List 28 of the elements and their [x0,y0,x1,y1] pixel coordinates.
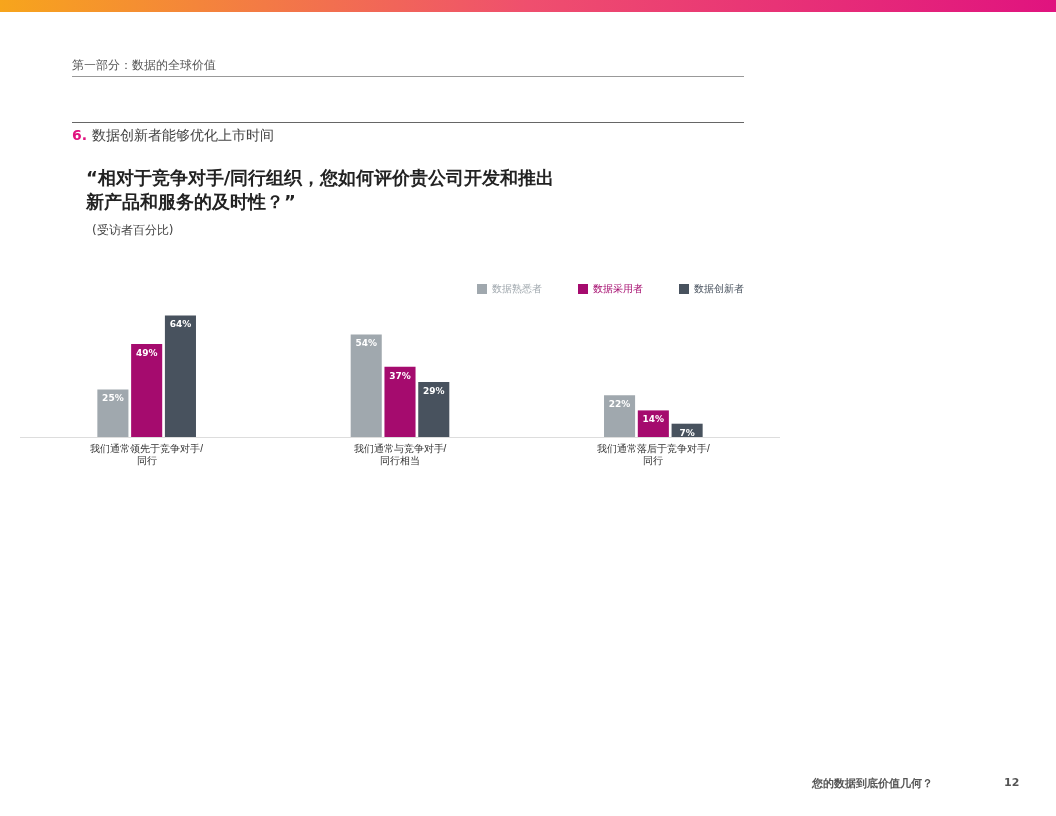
text: 您的数据到底价值几何？ [812,776,933,791]
data-label: 49% [135,347,158,358]
chart-title: “相对于竞争对手/同行组织，您如何评价贵公司开发和推出新产品和服务的及时性？” [86,166,556,214]
bar [418,381,450,437]
data-label: 37% [389,370,411,381]
legend-label: 数据熟悉者 [492,282,542,294]
data-label: 25% [102,393,124,404]
data-label: 14% [642,414,665,425]
data-label: 22% [608,399,631,410]
legend-label: 数据创新者 [694,282,744,294]
bar [131,343,163,437]
data-label: 29% [423,385,445,396]
text: 12 [1004,776,1020,789]
x-tick-label: 我们通常与竞争对手/同行相当 [353,442,447,466]
x-tick-label: 我们通常领先于竞争对手/同行 [90,442,204,466]
data-label: 64% [169,319,192,330]
bar [604,395,636,437]
bar [384,366,416,437]
x-tick-label: 我们通常落后于竞争对手/同行 [596,442,710,466]
text: 第一部分：数据的全球价值 [72,57,216,74]
bar [164,315,196,437]
chart-subtitle: (受访者百分比) [92,222,174,239]
legend-label: 数据采用者 [593,282,643,294]
data-label: 54% [355,338,377,349]
bar [350,334,382,437]
data-label: 7% [679,427,695,438]
text: 6. 数据创新者能够优化上市时间 [72,127,274,145]
bar [97,389,129,437]
